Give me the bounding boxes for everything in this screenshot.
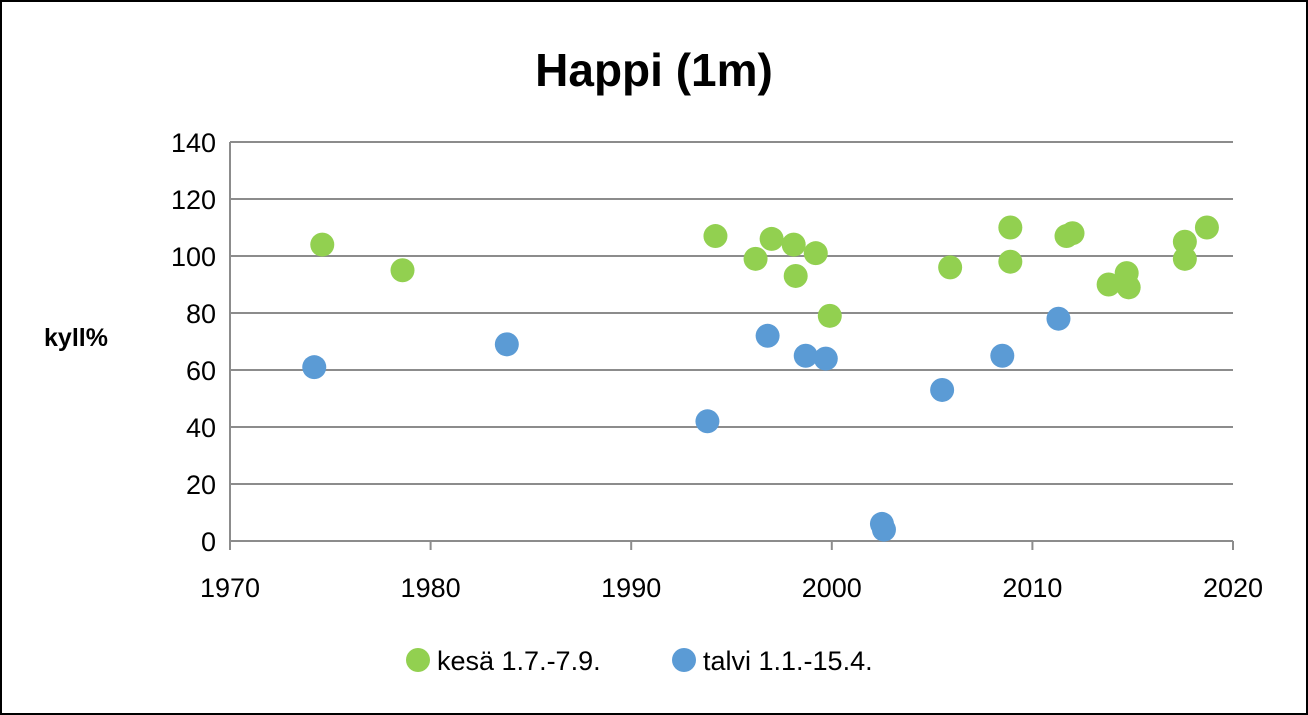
data-point-kesa [817,303,842,328]
data-points [302,215,1219,542]
data-point-talvi [494,332,519,357]
data-point-kesa [783,263,808,288]
data-point-kesa [1096,272,1121,297]
legend-label: talvi 1.1.-15.4. [703,646,873,676]
x-tick-label: 1990 [601,573,661,603]
y-tick-label: 120 [171,185,216,215]
y-tick-label: 0 [201,527,216,557]
y-tick-label: 140 [171,128,216,158]
y-tick-label: 60 [186,356,216,386]
data-point-kesa [998,215,1023,240]
data-point-kesa [1194,215,1219,240]
data-point-talvi [755,323,780,348]
legend: kesä 1.7.-7.9. talvi 1.1.-15.4. [406,646,873,676]
y-tick-label: 40 [186,413,216,443]
data-point-kesa [781,232,806,257]
data-point-talvi [695,409,720,434]
x-tick-label: 2020 [1203,573,1263,603]
data-point-talvi [813,346,838,371]
data-point-kesa [759,226,784,251]
data-point-kesa [390,258,415,283]
data-point-kesa [310,232,335,257]
data-point-talvi [302,355,327,380]
legend-marker [406,648,430,672]
data-point-talvi [1046,306,1071,331]
data-point-talvi [871,517,896,542]
y-tick-label: 80 [186,299,216,329]
data-point-kesa [1172,246,1197,271]
data-point-kesa [998,249,1023,274]
data-point-kesa [703,224,728,249]
data-point-kesa [1172,229,1197,254]
axes: 0 20 40 60 80 100 120 140 1970 1980 1990 2000 2010 20… [171,128,1263,603]
x-tick-label: 1980 [401,573,461,603]
data-point-kesa [803,241,828,266]
chart-title: Happi (1m) [535,44,773,96]
gridlines [230,141,1233,485]
legend-marker [672,648,696,672]
data-point-kesa [743,246,768,271]
data-point-kesa [938,255,963,280]
y-tick-label: 100 [171,242,216,272]
data-point-talvi [793,343,818,368]
legend-label: kesä 1.7.-7.9. [437,646,601,676]
x-tick-label: 2010 [1002,573,1062,603]
y-axis-label: kyll% [44,324,108,352]
x-tick-label: 1970 [200,573,260,603]
y-tick-label: 20 [186,470,216,500]
data-point-kesa [1060,221,1085,246]
x-tick-label: 2000 [802,573,862,603]
data-point-talvi [990,343,1015,368]
data-point-talvi [930,377,955,402]
data-point-kesa [1116,275,1141,300]
